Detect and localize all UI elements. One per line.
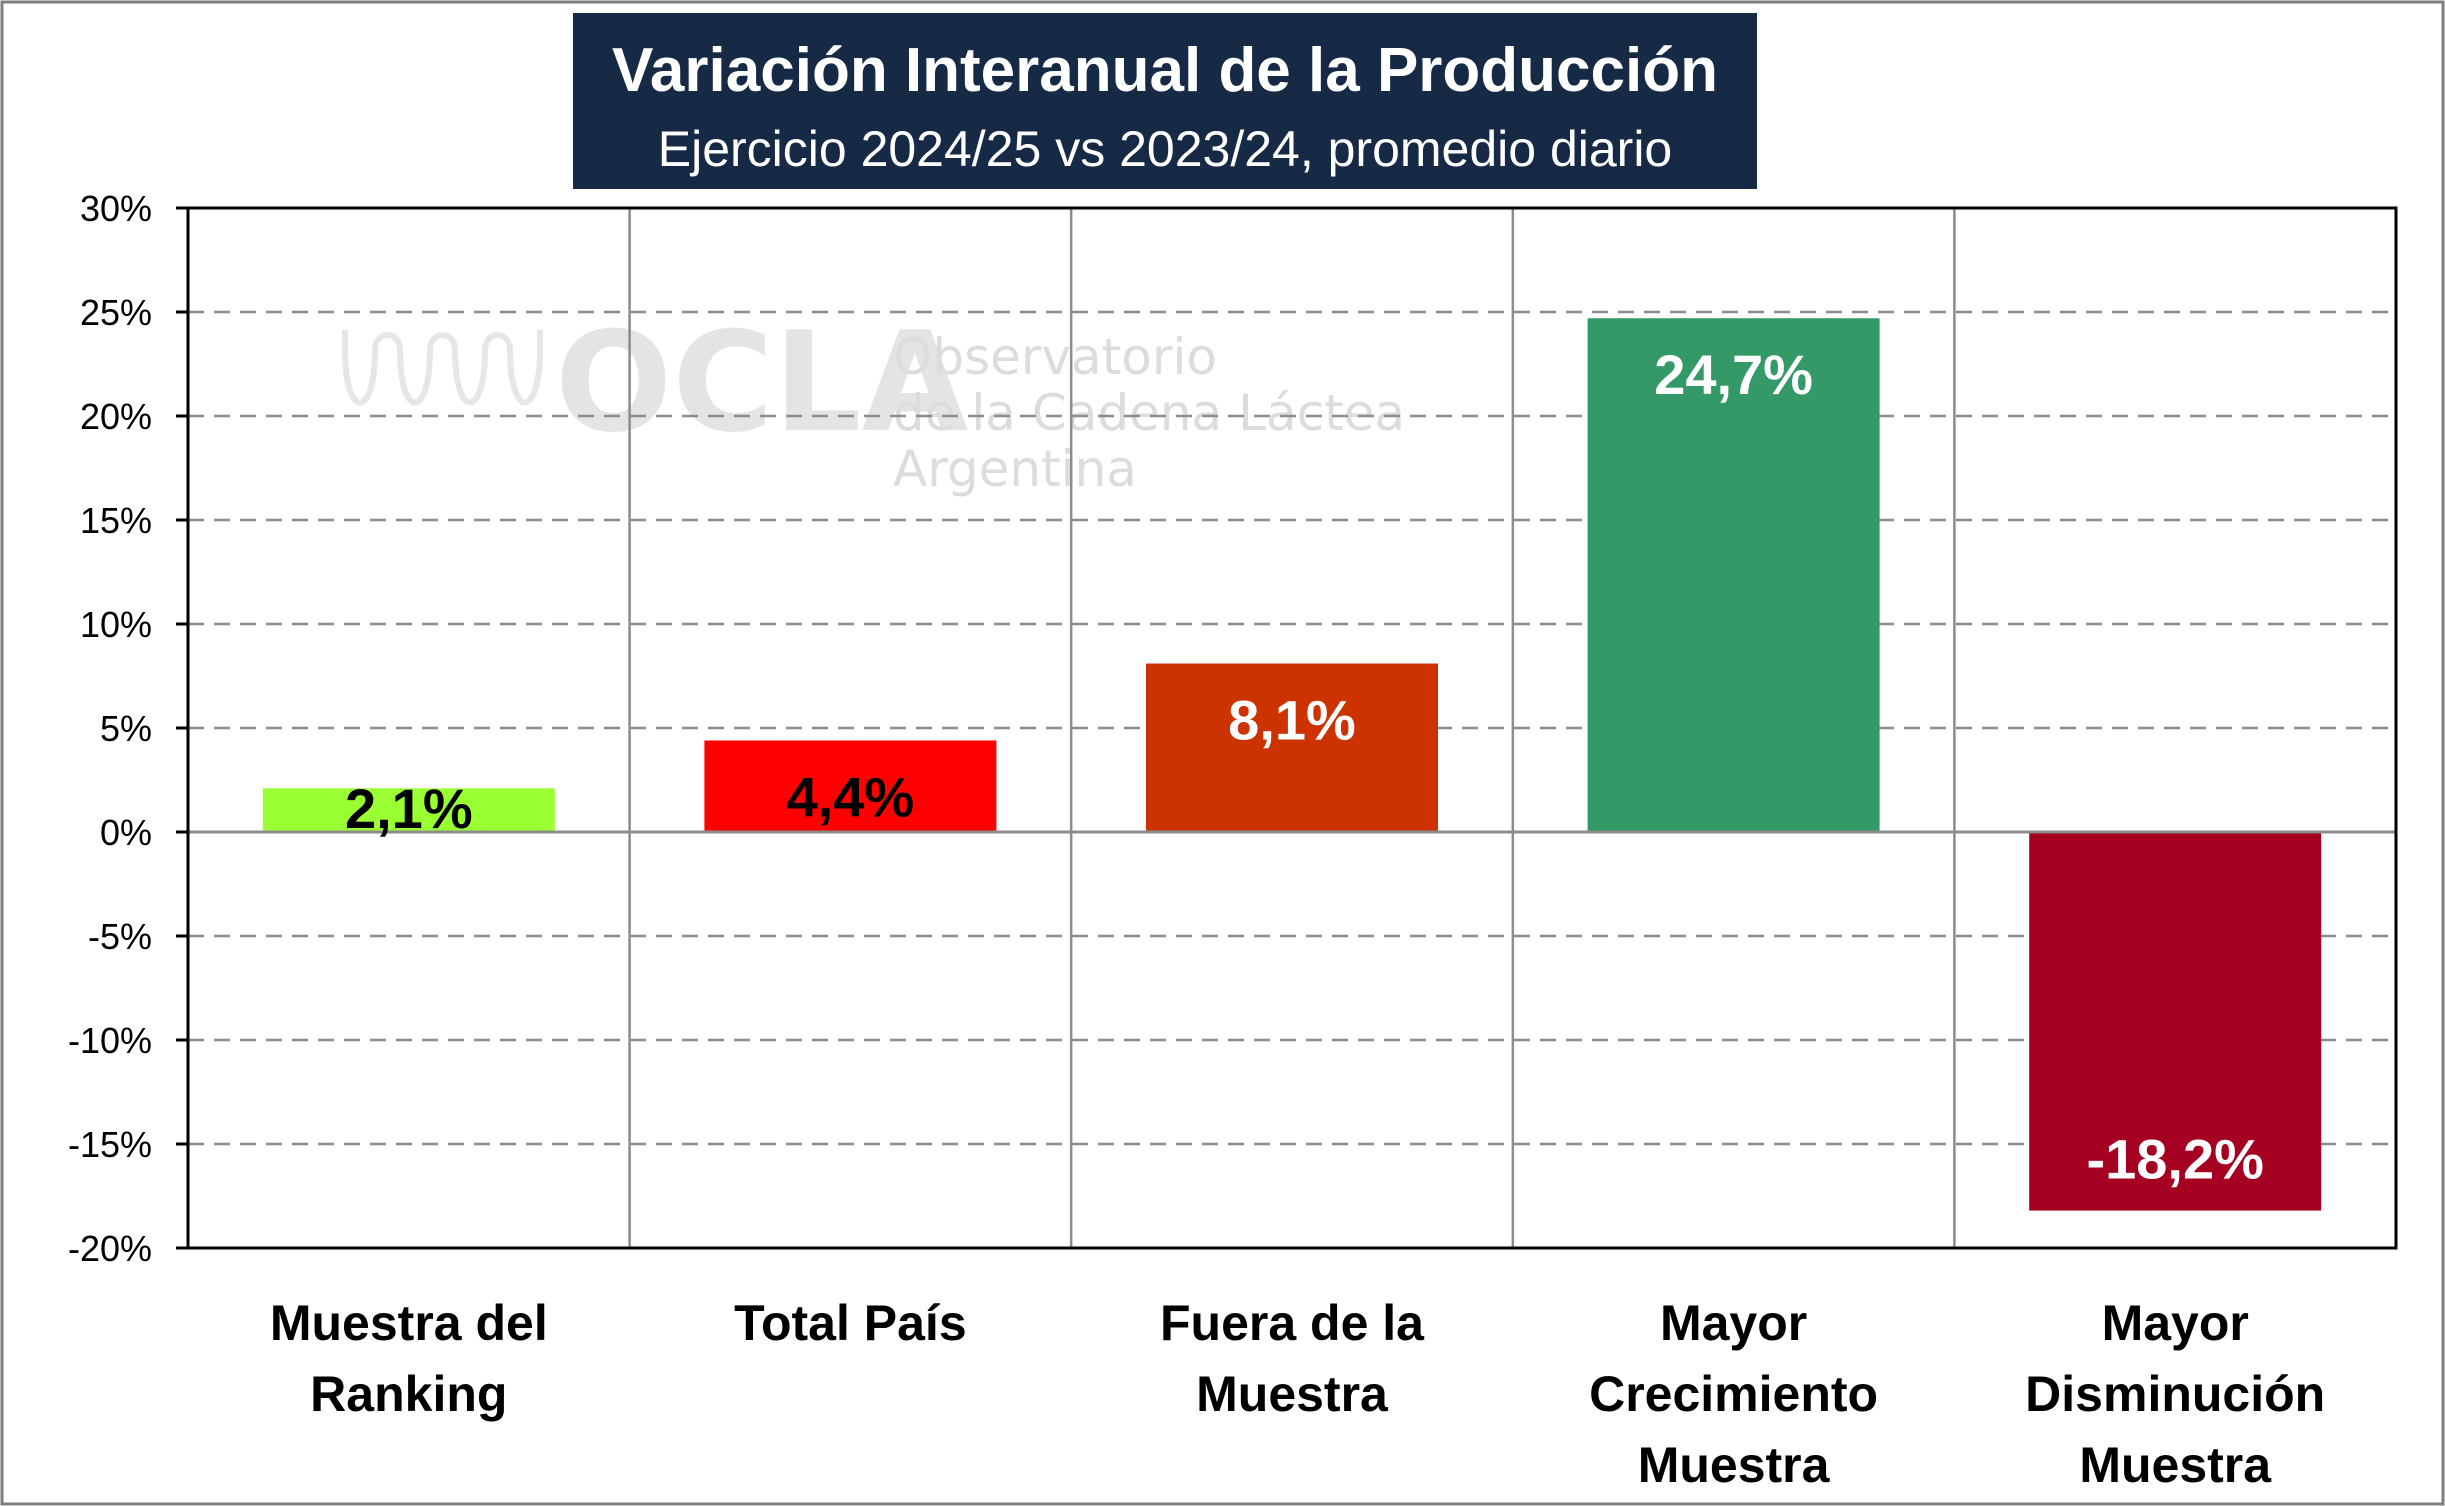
data-label: 4,4%: [787, 765, 915, 828]
data-label: -18,2%: [2086, 1128, 2263, 1191]
x-category-label: Ranking: [310, 1366, 507, 1422]
bars-layer: [262, 318, 2322, 1211]
x-category-label: Fuera de la: [1160, 1295, 1425, 1351]
chart-title-box: Variación Interanual de la Producción Ej…: [573, 13, 1757, 189]
y-tick-label: 30%: [80, 188, 152, 229]
data-label: 2,1%: [345, 777, 473, 840]
y-tick-label: -20%: [68, 1228, 152, 1269]
y-tick-label: -5%: [88, 916, 152, 957]
data-label: 8,1%: [1228, 689, 1356, 752]
y-tick-label: 15%: [80, 500, 152, 541]
y-tick-label: 5%: [100, 708, 152, 749]
x-category-label: Mayor: [2102, 1295, 2249, 1351]
x-category-label: Crecimiento: [1589, 1366, 1878, 1422]
bar: [262, 788, 555, 832]
x-category-label: Disminución: [2025, 1366, 2325, 1422]
x-category-label: Mayor: [1660, 1295, 1807, 1351]
chart-title: Variación Interanual de la Producción: [612, 36, 1718, 105]
y-tick-label: 20%: [80, 396, 152, 437]
y-tick-label: 25%: [80, 292, 152, 333]
x-category-label: Muestra: [1196, 1366, 1389, 1422]
watermark-line-3: Argentina: [893, 440, 1137, 498]
y-tick-label: -10%: [68, 1020, 152, 1061]
y-tick-label: -15%: [68, 1124, 152, 1165]
watermark-line-2: de la Cadena Láctea: [893, 384, 1405, 442]
data-label: 24,7%: [1654, 343, 1813, 406]
labels-layer: 30% 25% 20% 15% 10% 5% 0% -5% -10% -15% -20% 2,1% Mu…: [68, 188, 2325, 1493]
y-tick-label: 0%: [100, 812, 152, 853]
x-category-label: Muestra: [1638, 1437, 1831, 1493]
watermark-line-1: Observatorio: [893, 328, 1217, 386]
y-tick-label: 10%: [80, 604, 152, 645]
watermark: OCLA Observatorio de la Cadena Láctea Ar…: [342, 302, 1405, 498]
title-background: [573, 13, 1757, 189]
x-category-label: Total País: [734, 1295, 966, 1351]
bar: [2029, 832, 2322, 1211]
x-category-label: Muestra del: [270, 1295, 548, 1351]
axis-layer: [176, 206, 2398, 1250]
bar: [704, 740, 997, 832]
bar: [1587, 318, 1880, 832]
chart-subtitle: Ejercicio 2024/25 vs 2023/24, promedio d…: [658, 121, 1673, 177]
watermark-logo-text: OCLA: [555, 302, 969, 463]
bar: [1146, 663, 1438, 832]
watermark-logo-waves: [342, 330, 543, 406]
x-category-label: Muestra: [2079, 1437, 2272, 1493]
